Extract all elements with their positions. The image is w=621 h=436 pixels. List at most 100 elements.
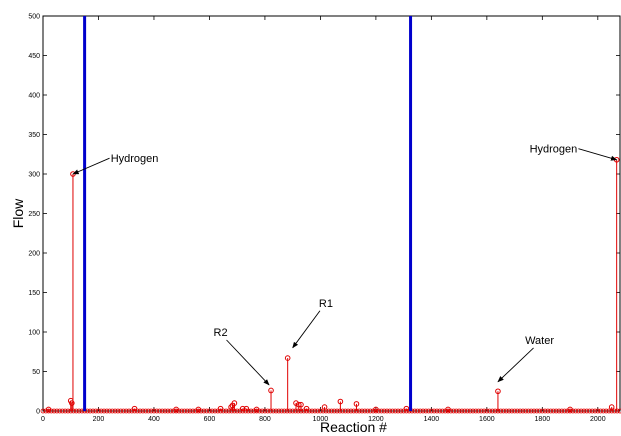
- x-tick-label: 0: [41, 416, 45, 423]
- baseline-marker: [43, 408, 49, 414]
- baseline-marker: [451, 408, 456, 414]
- baseline-marker: [453, 408, 459, 414]
- stem-marker: [445, 406, 451, 413]
- baseline-marker: [434, 408, 440, 414]
- baseline-marker: [503, 408, 509, 414]
- x-tick-label: 1200: [368, 416, 384, 423]
- y-tick-label: 500: [28, 14, 40, 21]
- baseline-marker: [595, 408, 601, 414]
- baseline-marker: [379, 408, 384, 414]
- baseline-marker: [207, 408, 212, 414]
- annotation-label: R2: [214, 327, 228, 339]
- annotation-arrow: [226, 339, 270, 386]
- annotation-arrow: [497, 347, 534, 383]
- baseline-marker: [440, 408, 445, 414]
- baseline-marker: [104, 408, 110, 414]
- baseline-marker: [592, 408, 598, 414]
- baseline-marker: [162, 408, 168, 414]
- y-tick-label: 250: [28, 211, 40, 218]
- baseline-marker: [423, 408, 429, 414]
- baseline-marker: [381, 408, 387, 414]
- y-tick-label: 400: [28, 93, 40, 100]
- baseline-marker: [481, 408, 487, 414]
- baseline-marker: [542, 408, 548, 414]
- baseline-marker: [459, 408, 465, 414]
- annotation-label: Hydrogen: [530, 144, 578, 156]
- baseline-marker: [487, 408, 493, 414]
- stem-marker: [373, 406, 379, 413]
- baseline-marker: [462, 408, 468, 414]
- stem-marker: [268, 387, 274, 394]
- baseline-marker: [276, 408, 282, 414]
- baseline-marker: [281, 408, 287, 414]
- annotation-label: R1: [319, 298, 333, 310]
- baseline-marker: [318, 408, 323, 414]
- baseline-marker: [362, 408, 368, 414]
- baseline-marker: [501, 408, 506, 414]
- y-tick-label: 100: [28, 330, 40, 337]
- baseline-marker: [478, 408, 484, 414]
- baseline-marker: [273, 408, 279, 414]
- baseline-marker: [606, 408, 612, 414]
- baseline-marker: [365, 408, 370, 414]
- stem-marker: [243, 405, 250, 412]
- baseline-marker: [118, 408, 124, 414]
- stem-marker: [45, 406, 52, 413]
- baseline-marker: [520, 408, 526, 414]
- baseline-marker: [598, 408, 603, 414]
- baseline-marker: [345, 408, 351, 414]
- baseline-marker: [168, 408, 174, 414]
- baseline-marker: [570, 408, 576, 414]
- baseline-marker: [428, 408, 434, 414]
- baseline-marker: [256, 408, 262, 414]
- baseline-marker: [51, 408, 57, 414]
- baseline-marker: [65, 408, 71, 414]
- baseline-marker: [329, 408, 334, 414]
- annotation-arrow: [72, 157, 110, 175]
- baseline-marker: [290, 408, 296, 414]
- baseline-marker: [262, 408, 268, 414]
- stem-marker: [228, 404, 234, 410]
- baseline-marker: [489, 408, 495, 414]
- stem-marker: [69, 400, 75, 406]
- baseline-marker: [426, 408, 431, 414]
- baseline-marker: [157, 408, 162, 414]
- baseline-marker: [98, 408, 104, 414]
- baseline-marker: [603, 408, 609, 414]
- stem-marker: [321, 404, 328, 410]
- baseline-marker: [109, 408, 115, 414]
- x-tick-label: 800: [259, 416, 271, 423]
- stem-marker: [284, 355, 291, 361]
- stem-marker: [131, 405, 138, 412]
- baseline-marker: [370, 408, 376, 414]
- baseline-marker: [437, 408, 443, 414]
- baseline-marker: [331, 408, 337, 414]
- baseline-marker: [539, 408, 545, 414]
- baseline-marker: [537, 408, 542, 414]
- x-tick-label: 1000: [313, 416, 329, 423]
- baseline-marker: [506, 408, 512, 414]
- baseline-marker: [476, 408, 481, 414]
- y-tick-label: 50: [32, 369, 40, 376]
- baseline-marker: [526, 408, 531, 414]
- stem-marker: [253, 406, 260, 413]
- stem-marker: [298, 401, 304, 408]
- baseline-marker: [356, 408, 362, 414]
- baseline-marker: [309, 408, 315, 414]
- baseline-marker: [348, 408, 354, 414]
- baseline-marker: [334, 408, 340, 414]
- annotation-label: Hydrogen: [111, 153, 159, 165]
- baseline-marker: [467, 408, 473, 414]
- baseline-marker: [204, 408, 210, 414]
- baseline-marker: [148, 408, 154, 414]
- baseline-marker: [182, 408, 187, 414]
- baseline-marker: [600, 408, 606, 414]
- stem-marker: [195, 406, 202, 413]
- baseline-marker: [465, 408, 470, 414]
- baseline-marker: [259, 408, 265, 414]
- baseline-marker: [342, 408, 348, 414]
- baseline-marker: [121, 408, 126, 414]
- baseline-marker: [293, 408, 298, 414]
- baseline-marker: [248, 408, 254, 414]
